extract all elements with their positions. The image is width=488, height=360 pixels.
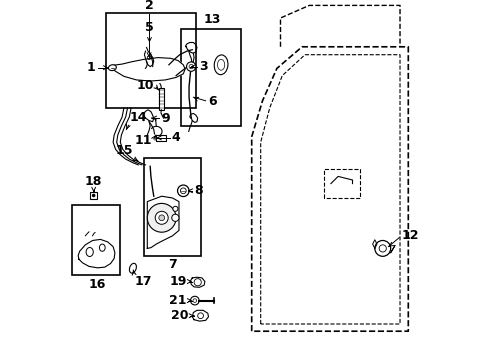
Text: 21: 21 (168, 294, 186, 307)
Polygon shape (78, 239, 115, 268)
Text: 20: 20 (171, 309, 188, 322)
Bar (156, 135, 166, 141)
Circle shape (374, 240, 390, 256)
Text: 9: 9 (161, 112, 169, 125)
Ellipse shape (129, 263, 136, 273)
Polygon shape (192, 310, 208, 321)
Text: 13: 13 (203, 13, 221, 26)
Text: 11: 11 (135, 134, 152, 147)
Bar (159, 88, 164, 110)
Text: 7: 7 (168, 258, 177, 271)
Text: 8: 8 (194, 184, 203, 197)
Text: 14: 14 (130, 111, 147, 124)
Text: 12: 12 (400, 229, 418, 242)
Circle shape (155, 211, 168, 224)
Ellipse shape (214, 55, 227, 75)
Bar (143, 158, 201, 256)
Circle shape (172, 206, 178, 211)
Text: 17: 17 (135, 275, 152, 288)
Circle shape (92, 194, 95, 197)
Bar (106, 13, 196, 108)
Text: 4: 4 (171, 131, 180, 144)
Text: 18: 18 (85, 175, 102, 188)
Text: 6: 6 (207, 95, 216, 108)
Bar (72, 205, 120, 275)
Polygon shape (147, 196, 179, 248)
Circle shape (171, 214, 179, 221)
Text: 5: 5 (145, 21, 154, 34)
Bar (90, 192, 97, 199)
Circle shape (177, 185, 189, 197)
Text: 2: 2 (144, 0, 153, 12)
Polygon shape (190, 277, 204, 287)
Text: 1: 1 (86, 61, 95, 74)
Text: 10: 10 (137, 79, 154, 92)
Circle shape (190, 296, 199, 305)
Text: 15: 15 (115, 144, 133, 157)
Circle shape (186, 62, 196, 71)
Text: 3: 3 (199, 60, 207, 73)
Text: 19: 19 (169, 275, 186, 288)
Ellipse shape (108, 65, 116, 71)
Circle shape (147, 203, 176, 232)
Polygon shape (110, 58, 185, 81)
Text: 16: 16 (88, 278, 105, 291)
Circle shape (159, 215, 164, 221)
Bar (181, 29, 241, 126)
